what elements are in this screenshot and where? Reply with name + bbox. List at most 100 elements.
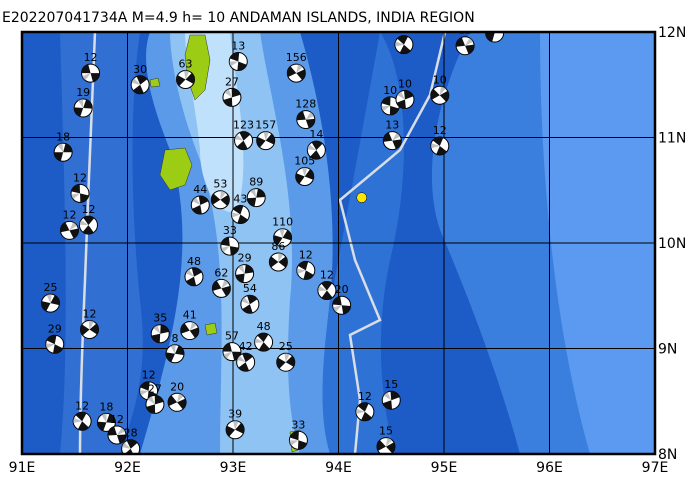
- beachball-shade: [381, 105, 391, 112]
- depth-label: 25: [279, 340, 293, 353]
- beachball-quadrant: [80, 193, 89, 203]
- beachball-quadrant: [305, 118, 315, 129]
- depth-label: 20: [335, 283, 349, 296]
- focal-mechanism: [45, 334, 65, 354]
- focal-mechanism: [150, 324, 170, 344]
- focal-mechanism: [376, 437, 396, 454]
- focal-mechanism: [355, 402, 375, 422]
- depth-label: 128: [295, 98, 316, 111]
- depth-label: 105: [294, 155, 315, 168]
- beachball-quadrant: [361, 411, 372, 421]
- focal-mechanism: [73, 98, 93, 118]
- beachball-quadrant: [107, 426, 117, 436]
- depth-label: 156: [286, 51, 307, 64]
- y-tick-label: 10N: [658, 236, 686, 252]
- y-tick-label: 12N: [658, 25, 686, 41]
- beachball-quadrant: [185, 73, 195, 84]
- x-tick-label: 94E: [325, 460, 352, 476]
- depth-label: 44: [193, 183, 207, 196]
- depth-label: 33: [397, 23, 411, 36]
- beachball-shade: [153, 325, 161, 334]
- beachball-quadrant: [212, 280, 222, 291]
- beachball-quadrant: [74, 107, 84, 117]
- beachball-shade: [284, 353, 290, 363]
- focal-mechanism: [107, 425, 127, 445]
- beachball-quadrant: [236, 140, 248, 150]
- beachball-quadrant: [223, 97, 233, 107]
- beachball-quadrant: [397, 35, 408, 45]
- depth-label: 48: [187, 255, 201, 268]
- depth-label: 15: [384, 378, 398, 391]
- beachball-quadrant: [90, 73, 100, 82]
- focal-mechanism: [268, 252, 288, 272]
- focal-mechanism: [276, 352, 296, 372]
- focal-mechanism: [211, 278, 231, 298]
- depth-label: 53: [213, 178, 227, 191]
- beachball-quadrant: [54, 152, 64, 161]
- beachball-shade: [279, 228, 285, 238]
- focal-mechanism: [130, 75, 150, 95]
- beachball-quadrant: [392, 139, 402, 149]
- focal-mechanism: [295, 167, 315, 187]
- depth-label: 123: [233, 119, 254, 132]
- beachball-shade: [355, 408, 365, 415]
- focal-mechanism: [455, 36, 475, 56]
- depth-label: 54: [243, 282, 257, 295]
- beachball-quadrant: [235, 422, 245, 434]
- focal-mechanism: [222, 87, 242, 107]
- depth-label: 62: [214, 266, 228, 279]
- focal-mechanism: [145, 394, 165, 414]
- focal-mechanism: [72, 411, 92, 431]
- beachball-quadrant: [239, 131, 251, 141]
- beachball-quadrant: [124, 448, 134, 454]
- beachball-quadrant: [376, 440, 386, 451]
- beachball-shade: [69, 222, 78, 231]
- beachball-quadrant: [82, 225, 94, 235]
- beachball-quadrant: [432, 136, 444, 146]
- beachball-shade: [383, 392, 392, 401]
- beachball-quadrant: [133, 84, 144, 94]
- beachball-shade: [116, 427, 126, 436]
- beachball-quadrant: [265, 133, 275, 145]
- beachball-shade: [236, 355, 246, 363]
- beachball-quadrant: [465, 44, 475, 55]
- beachball-quadrant: [222, 342, 232, 352]
- beachball-quadrant: [396, 99, 406, 109]
- depth-label: 13: [231, 40, 245, 53]
- focal-mechanism: [288, 430, 308, 450]
- depth-label: 18: [56, 130, 70, 143]
- depth-label: 12: [62, 208, 76, 221]
- focal-mechanism: [286, 63, 306, 83]
- beachball-shade: [177, 393, 184, 403]
- depth-label: 33: [223, 224, 237, 237]
- beachball-shade: [185, 269, 194, 277]
- beachball-quadrant: [341, 305, 351, 315]
- beachball-shade: [223, 351, 232, 359]
- beachball-quadrant: [357, 402, 369, 412]
- depth-label: 17: [488, 11, 502, 24]
- focal-mechanism: [80, 320, 100, 340]
- depth-label: 89: [249, 176, 263, 189]
- beachball-shade: [233, 420, 239, 430]
- beachball-quadrant: [151, 333, 161, 343]
- depth-label: 10: [383, 84, 397, 97]
- beachball-shade: [139, 390, 149, 396]
- beachball-shade: [296, 268, 306, 275]
- focal-mechanism: [381, 390, 401, 410]
- beachball-quadrant: [269, 256, 279, 268]
- beachball-shade: [296, 64, 303, 74]
- beachball-quadrant: [52, 344, 63, 354]
- beachball-quadrant: [165, 352, 175, 362]
- beachball-quadrant: [189, 327, 199, 338]
- depth-label: 25: [43, 281, 57, 294]
- depth-label: 48: [257, 320, 271, 333]
- beachball-quadrant: [60, 222, 70, 233]
- beachball-shade: [278, 252, 284, 262]
- beachball-quadrant: [436, 145, 447, 155]
- beachball-quadrant: [226, 425, 236, 437]
- depth-label: 12: [433, 124, 447, 137]
- focal-mechanism: [53, 142, 73, 162]
- focal-mechanism: [220, 236, 240, 256]
- depth-label: 33: [291, 418, 305, 431]
- beachball-quadrant: [256, 136, 266, 148]
